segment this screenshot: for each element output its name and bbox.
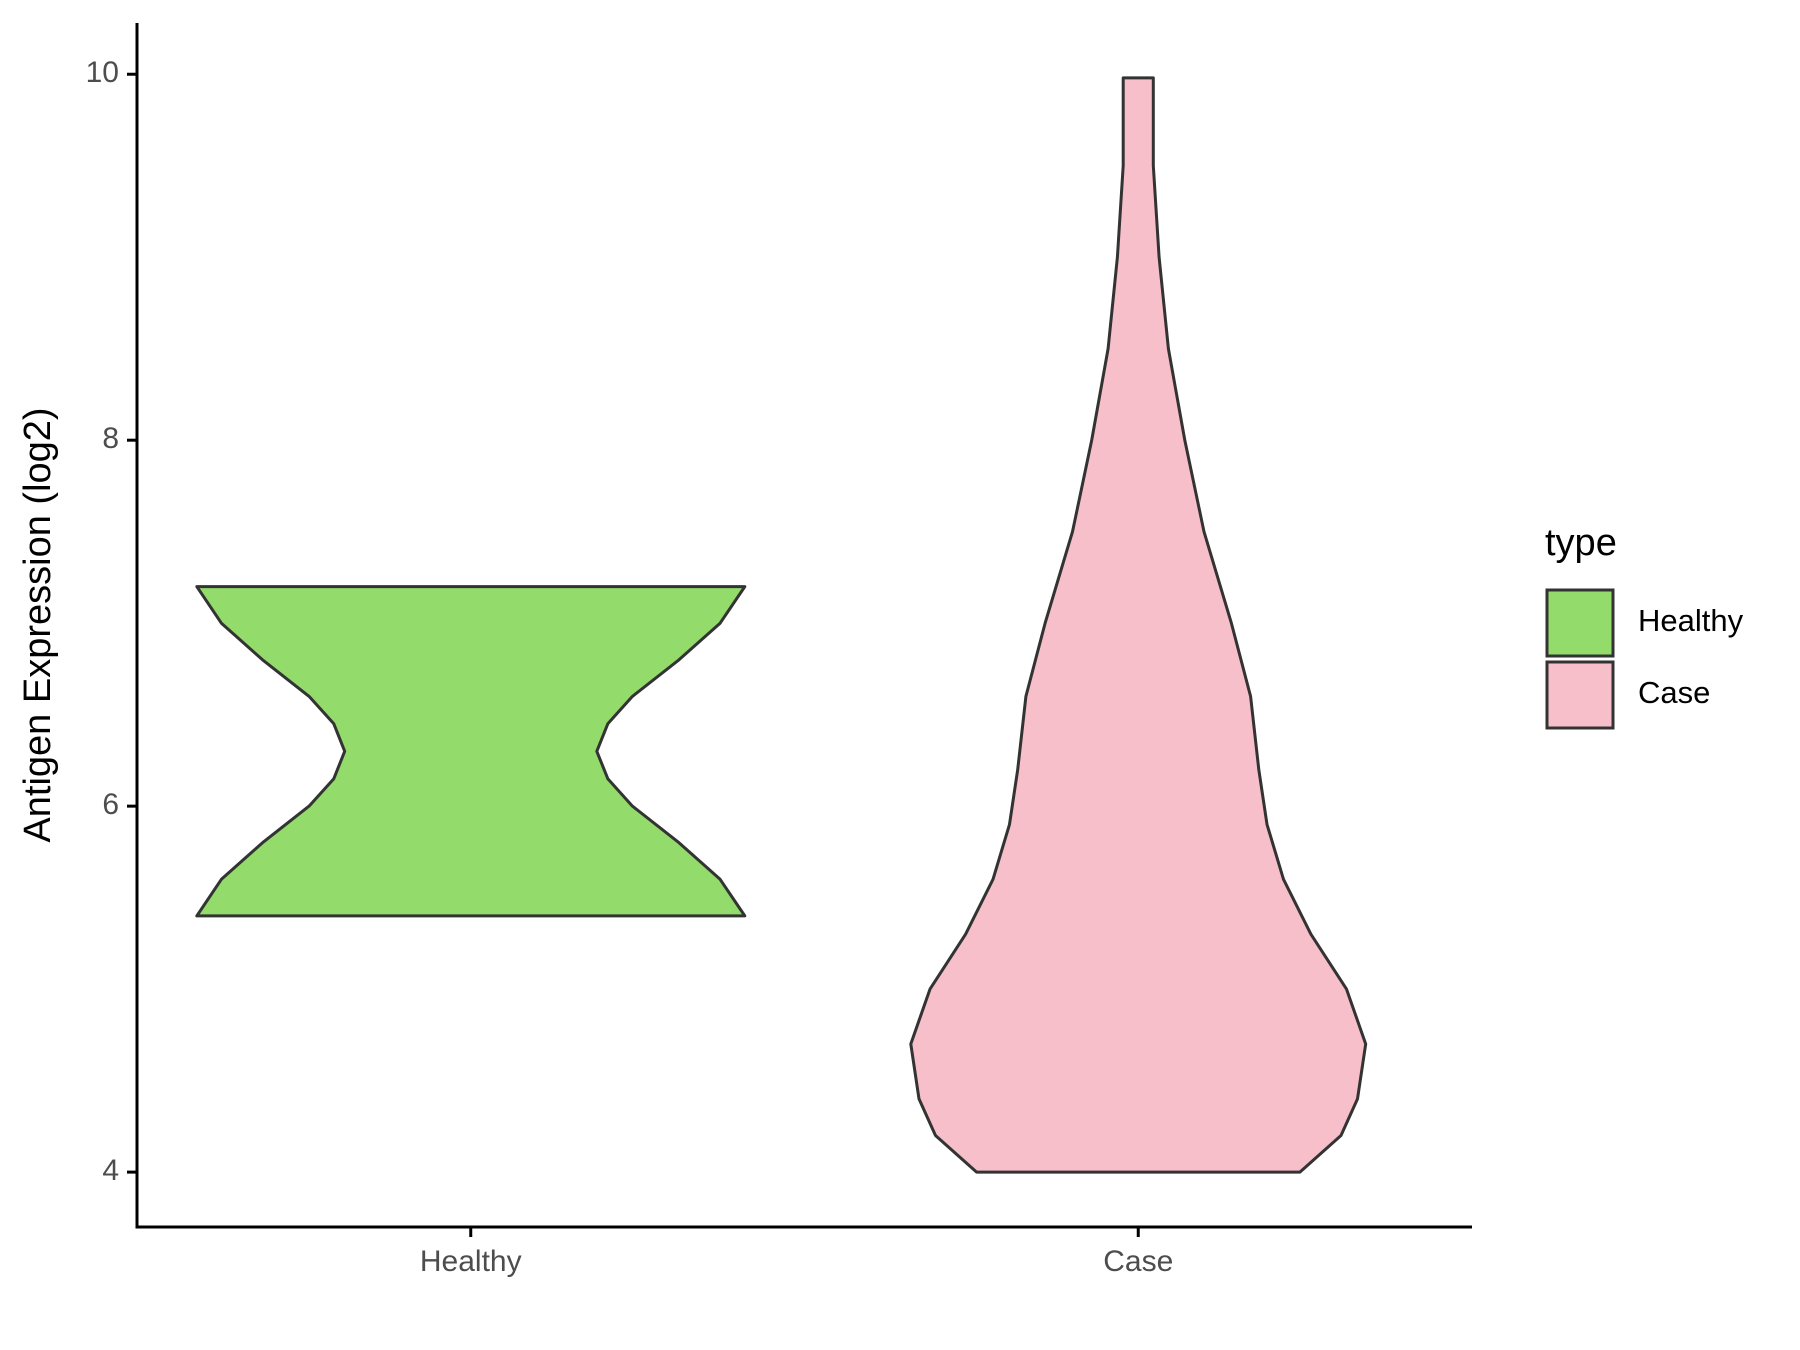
x-tick-label: Healthy [420, 1245, 522, 1278]
y-tick-label: 6 [102, 788, 119, 821]
violin [909, 76, 1368, 1174]
y-tick-label: 4 [102, 1154, 119, 1187]
violin [195, 585, 747, 918]
y-axis-title: Antigen Expression (log2) [17, 407, 59, 842]
legend-key [1545, 660, 1615, 730]
legend-title: type [1545, 522, 1617, 564]
y-tick-label: 10 [86, 56, 119, 89]
legend-label: Case [1638, 675, 1710, 710]
x-tick-label: Case [1103, 1245, 1173, 1278]
legend-key [1545, 588, 1615, 658]
legend-label: Healthy [1638, 603, 1744, 638]
y-tick-label: 8 [102, 422, 119, 455]
